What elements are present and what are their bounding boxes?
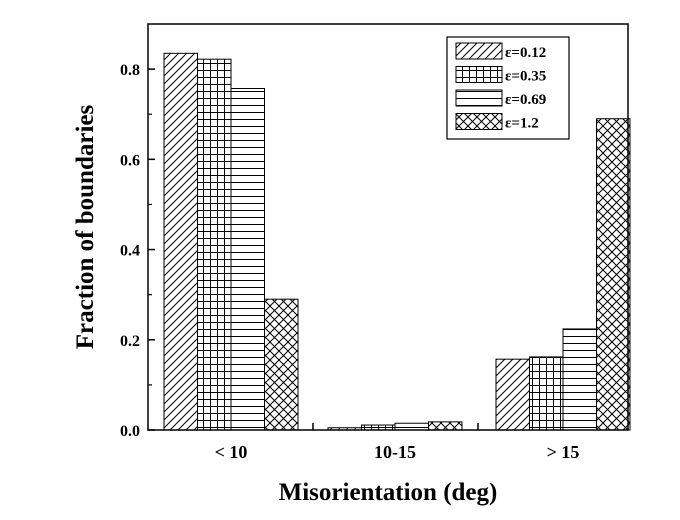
x-category-label: < 10 (215, 442, 248, 462)
y-axis: 0.0 0.2 0.4 0.6 0.8 (120, 62, 155, 440)
bars-group (163, 52, 631, 431)
y-tick-label: 0.2 (120, 333, 140, 350)
legend-swatch-1 (455, 42, 503, 60)
x-axis: < 10 10-15 > 15 (215, 423, 580, 462)
legend-label-1: ε=0.12 (505, 45, 546, 61)
legend-swatch-3 (455, 89, 503, 107)
bar-3-3 (562, 328, 597, 431)
bar-4-1 (264, 298, 299, 431)
legend-label-3: ε=0.69 (505, 92, 546, 108)
bar-4-3 (596, 118, 631, 431)
bar-1-1 (163, 52, 198, 431)
legend-label-4: ε=1.2 (505, 116, 539, 132)
bar-2-3 (529, 356, 564, 431)
legend-swatch-4 (455, 113, 503, 130)
x-axis-title: Misorientation (deg) (279, 479, 498, 506)
y-tick-label: 0.0 (120, 423, 140, 440)
plot-area-frame (147, 23, 629, 431)
x-category-label: 10-15 (374, 442, 416, 462)
bar-3-2 (394, 422, 429, 431)
y-axis-title: Fraction of boundaries (72, 105, 99, 350)
bar-2-1 (197, 58, 232, 431)
y-tick-label: 0.4 (120, 243, 140, 260)
bar-3-1 (230, 88, 265, 431)
legend-label-2: ε=0.35 (505, 69, 546, 85)
legend-swatch-2 (455, 66, 503, 83)
bar-1-3 (495, 358, 530, 431)
bar-4-2 (428, 421, 463, 431)
legend: ε=0.12 ε=0.35 ε=0.69 ε=1.2 (446, 36, 570, 140)
y-tick-label: 0.6 (120, 152, 140, 169)
x-category-label: > 15 (547, 442, 580, 462)
y-tick-label: 0.8 (120, 62, 140, 79)
